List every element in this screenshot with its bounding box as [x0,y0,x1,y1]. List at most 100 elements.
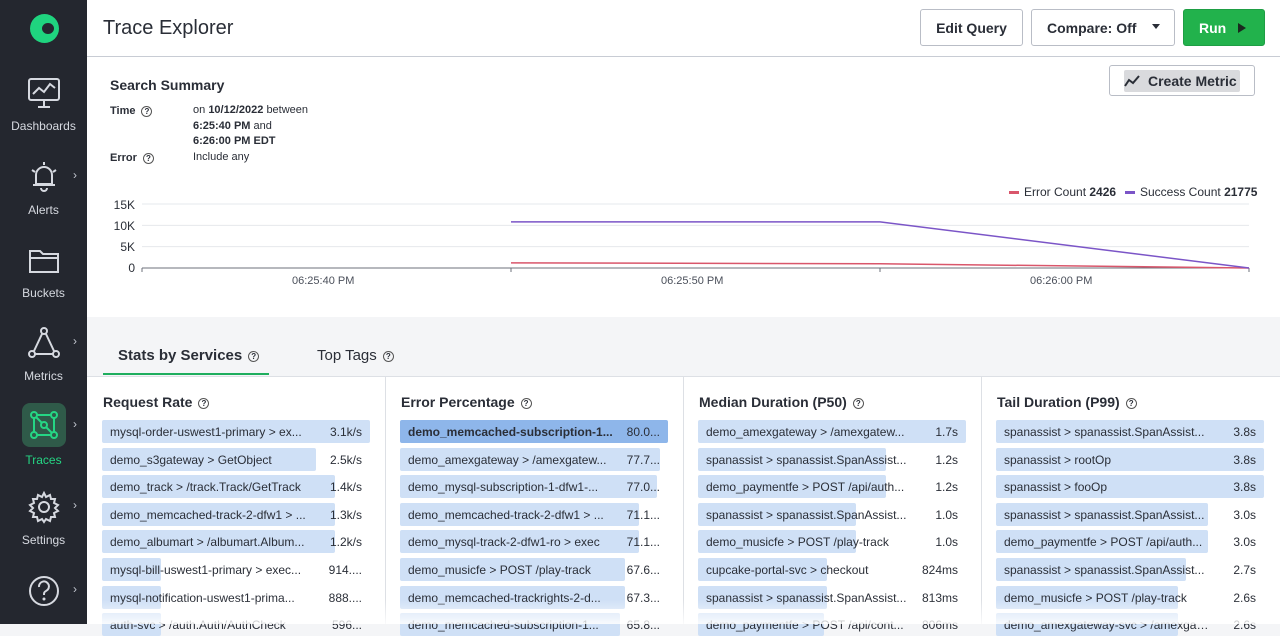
table-row[interactable]: mysql-notification-uswest1-prima... 888..… [102,585,370,609]
row-name: demo_musicfe > POST /play-track [706,535,889,550]
help-icon[interactable]: ? [141,105,153,117]
sidebar-item-traces[interactable]: › Traces [0,403,87,467]
table-row[interactable]: demo_paymentfe > POST /api/auth... 3.0s [996,530,1264,554]
table-row[interactable]: demo_paymentfe > POST /api/cont... 806ms [698,613,966,636]
row-name: mysql-bill-uswest1-primary > exec... [110,563,302,577]
active-tab-indicator [103,373,269,375]
row-bar [698,502,857,526]
table-row[interactable]: spanassist > spanassist.SpanAssist... 2.7… [996,558,1264,581]
legend-error-count[interactable]: Error Count 2426 [1009,185,1116,199]
table-row[interactable]: demo_memcached-trackrights-2-d... 67.3... [400,585,668,609]
table-row[interactable]: mysql-order-uswest1-primary > ex... 3.1k/… [102,420,370,443]
error-label: Error? [110,152,154,164]
sidebar-item-dashboards[interactable]: Dashboards [0,76,87,133]
table-row[interactable]: demo_track > /track.Track/GetTrack 1.4k/s [102,475,370,499]
row-bar [996,530,1208,554]
help-icon[interactable]: ? [198,397,210,409]
table-row[interactable]: spanassist > fooOp 3.8s [996,475,1264,499]
row-value: 2.6s [1233,590,1256,605]
table-row[interactable]: demo_mysql-subscription-1-dfw1-... 77.0..… [400,475,668,499]
sidebar-item-settings[interactable]: › Settings [0,490,87,547]
help-icon[interactable]: ? [520,397,532,409]
table-row[interactable]: demo_paymentfe > POST /api/auth... 1.2s [698,475,966,499]
column-title-text: Error Percentage [401,394,515,410]
line-chart[interactable] [87,57,1280,317]
sidebar-item-label: Traces [25,453,62,467]
row-value: 67.3... [626,590,660,605]
bell-icon [0,160,87,197]
sidebar-item-alerts[interactable]: › Alerts [0,160,87,217]
page-title: Trace Explorer [103,17,234,39]
table-row[interactable]: demo_musicfe > POST /play-track 67.6... [400,558,668,581]
help-icon[interactable]: ? [1125,397,1137,409]
table-row[interactable]: spanassist > spanassist.SpanAssist... 3.0… [996,502,1264,526]
trend-line-icon [1124,74,1140,91]
run-button[interactable]: Run [1183,9,1265,46]
table-row[interactable]: spanassist > spanassist.SpanAssist... 1.0… [698,502,966,526]
row-bar [400,420,668,443]
table-row[interactable]: demo_memcached-subscription-1... 80.0... [400,420,668,443]
row-value: 1.2k/s [329,535,362,550]
create-metric-label: Create Metric [1148,73,1237,89]
row-value: 1.2s [935,480,958,495]
table-row[interactable]: spanassist > rootOp 3.8s [996,447,1264,471]
tab-top-tags[interactable]: Top Tags? [317,347,394,364]
tab-label: Top Tags [317,347,377,364]
table-row[interactable]: demo_mysql-track-2-dfw1-ro > exec 71.1... [400,530,668,554]
sidebar-item-label: Settings [21,533,66,547]
table-row[interactable]: auth-svc > /auth.Auth/AuthCheck 596... [102,613,370,636]
table-row[interactable]: demo_musicfe > POST /play-track 2.6s [996,585,1264,609]
row-value: 67.6... [626,563,660,577]
table-row[interactable]: spanassist > spanassist.SpanAssist... 3.8… [996,420,1264,443]
row-name: demo_mysql-track-2-dfw1-ro > exec [408,535,600,550]
row-bar [102,558,161,581]
edit-query-button[interactable]: Edit Query [920,9,1023,46]
help-icon[interactable]: ? [852,397,864,409]
request-rate-column: Request Rate? mysql-order-uswest1-primar… [87,377,386,636]
row-name: spanassist > spanassist.SpanAssist... [706,507,907,522]
table-row[interactable]: demo_amexgateway > /amexgatew... 77.7... [400,447,668,471]
row-value: 3.8s [1233,452,1256,467]
table-row[interactable]: mysql-bill-uswest1-primary > exec... 914.… [102,558,370,581]
table-row[interactable]: demo_s3gateway > GetObject 2.5k/s [102,447,370,471]
table-row[interactable]: spanassist > spanassist.SpanAssist... 813… [698,585,966,609]
error-label-text: Error [110,152,137,164]
table-row[interactable]: demo_memcached-subscription-1... 65.8... [400,613,668,636]
row-bar [996,420,1264,443]
row-value: 71.1... [626,507,660,522]
compare-label: Compare: Off [1047,19,1137,36]
row-name: demo_track > /track.Track/GetTrack [110,480,301,495]
sidebar-item-help[interactable]: › [0,574,87,611]
table-row[interactable]: demo_amexgateway > /amexgatew... 1.7s [698,420,966,443]
table-row[interactable]: demo_memcached-track-2-dfw1 > ... 1.3k/s [102,502,370,526]
row-value: 3.8s [1233,480,1256,495]
app-logo[interactable] [30,14,59,43]
button-highlight [1124,70,1240,92]
row-bar [400,558,626,581]
row-name: demo_memcached-track-2-dfw1 > ... [408,507,604,522]
table-row[interactable]: demo_albumart > /albumart.Album... 1.2k/s [102,530,370,554]
compare-dropdown[interactable]: Compare: Off [1031,9,1175,46]
median-duration-column: Median Duration (P50)? demo_amexgateway … [683,377,982,636]
table-row[interactable]: demo_musicfe > POST /play-track 1.0s [698,530,966,554]
row-name: demo_amexgateway-svc > /amexgatew... [1004,618,1209,633]
row-value: 65.8... [626,618,660,633]
row-name: demo_amexgateway > /amexgatew... [706,425,905,439]
sidebar-item-metrics[interactable]: › Metrics [0,326,87,383]
row-name: spanassist > spanassist.SpanAssist... [706,452,907,467]
row-bar [400,530,639,554]
create-metric-button[interactable]: Create Metric [1109,65,1255,96]
legend-success-count[interactable]: Success Count 21775 [1125,185,1257,199]
row-value: 888.... [328,590,362,605]
help-icon[interactable]: ? [142,152,154,164]
tab-stats-by-services[interactable]: Stats by Services? [118,347,260,364]
table-row[interactable]: cupcake-portal-svc > checkout 824ms [698,558,966,581]
row-name: demo_paymentfe > POST /api/auth... [1004,535,1203,550]
table-row[interactable]: spanassist > spanassist.SpanAssist... 1.2… [698,447,966,471]
help-icon[interactable]: ? [382,350,394,362]
table-row[interactable]: demo_memcached-track-2-dfw1 > ... 71.1... [400,502,668,526]
sidebar-item-buckets[interactable]: Buckets [0,243,87,300]
help-icon[interactable]: ? [248,350,260,362]
table-row[interactable]: demo_amexgateway-svc > /amexgatew... 2.6s [996,613,1264,636]
tab-label: Stats by Services [118,347,243,364]
